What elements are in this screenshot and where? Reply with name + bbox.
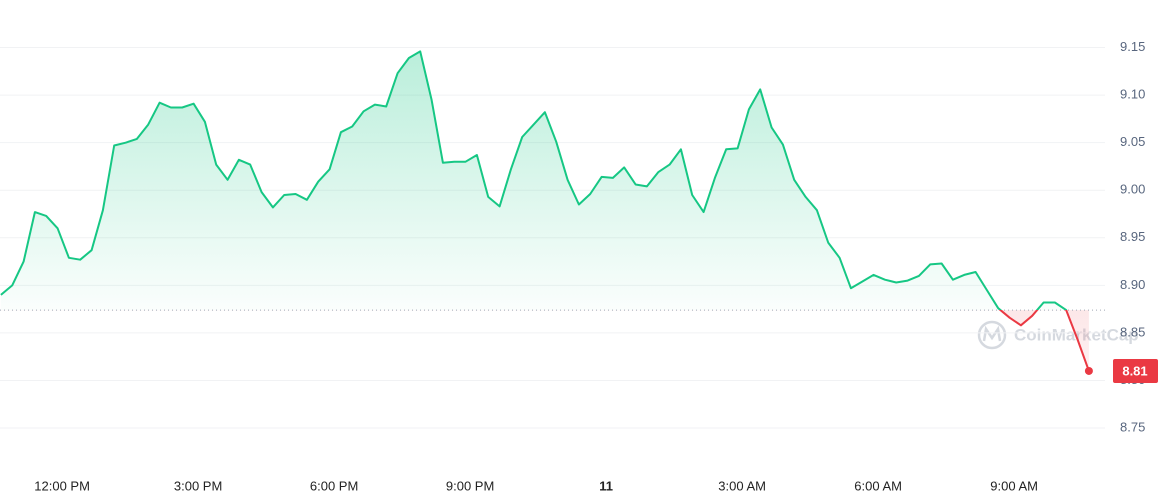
- y-tick-label: 8.90: [1120, 277, 1145, 292]
- y-tick-label: 9.10: [1120, 87, 1145, 102]
- price-badge-label: 8.81: [1122, 363, 1147, 378]
- y-tick-label: 8.75: [1120, 419, 1145, 434]
- x-tick-label: 9:00 AM: [990, 478, 1038, 493]
- y-tick-label: 8.85: [1120, 324, 1145, 339]
- x-tick-label: 3:00 AM: [718, 478, 766, 493]
- y-tick-label: 9.05: [1120, 134, 1145, 149]
- x-tick-label: 3:00 PM: [174, 478, 222, 493]
- price-area: [0, 51, 1089, 372]
- x-tick-label: 12:00 PM: [34, 478, 90, 493]
- x-tick-label: 6:00 AM: [854, 478, 902, 493]
- last-point: [1084, 366, 1093, 375]
- price-line: [0, 50, 1090, 372]
- y-tick-label: 9.15: [1120, 39, 1145, 54]
- price-badge: [1113, 358, 1158, 383]
- x-tick-label: 11: [599, 478, 613, 493]
- x-tick-label: 9:00 PM: [446, 478, 494, 493]
- y-tick-label: 9.00: [1120, 182, 1145, 197]
- x-tick-label: 6:00 PM: [310, 478, 358, 493]
- y-tick-label: 8.95: [1120, 229, 1145, 244]
- watermark: CoinMarketCap: [977, 320, 1139, 350]
